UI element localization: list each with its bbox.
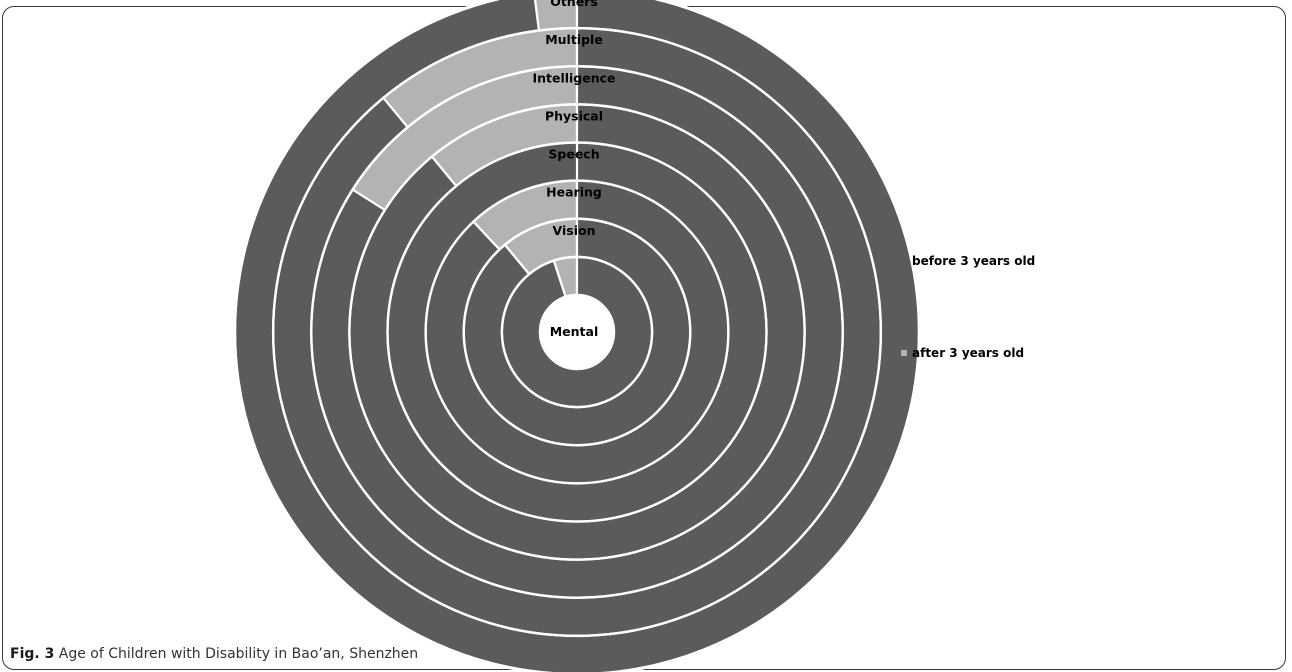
- ring-separator: [233, 0, 921, 672]
- legend-item-after: after 3 years old: [901, 344, 1024, 362]
- ring-separator: [462, 217, 692, 447]
- legend-swatch-after: [901, 350, 907, 356]
- ring-label-vision: Vision: [553, 223, 596, 238]
- legend-label-before: before 3 years old: [912, 254, 1036, 268]
- ring-label-hearing: Hearing: [546, 185, 602, 200]
- figure-caption-text: Age of Children with Disability in Bao’a…: [58, 646, 419, 662]
- legend-label-after: after 3 years old: [912, 346, 1025, 360]
- ring-separator: [538, 293, 616, 371]
- ring-separator: [500, 255, 654, 409]
- legend-item-before: before 3 years old: [901, 252, 1035, 270]
- figure-caption: Fig. 3 Age of Children with Disability i…: [10, 646, 418, 662]
- ring-separator: [424, 179, 730, 485]
- ring-separator: [310, 65, 844, 599]
- ring-label-others: Others: [550, 0, 598, 9]
- legend-swatch-before: [901, 258, 907, 264]
- ring-separator: [386, 141, 768, 523]
- ring-separator: [348, 103, 806, 561]
- ring-label-speech: Speech: [548, 147, 599, 162]
- ring-label-physical: Physical: [545, 108, 603, 123]
- chart-legend: before 3 years old after 3 years old: [901, 252, 1121, 364]
- ring-label-intelligence: Intelligence: [532, 70, 615, 85]
- ring-separator: [271, 26, 883, 638]
- figure-number: Fig. 3: [10, 646, 55, 662]
- ring-label-mental: Mental: [550, 324, 599, 339]
- ring-label-multiple: Multiple: [545, 32, 603, 47]
